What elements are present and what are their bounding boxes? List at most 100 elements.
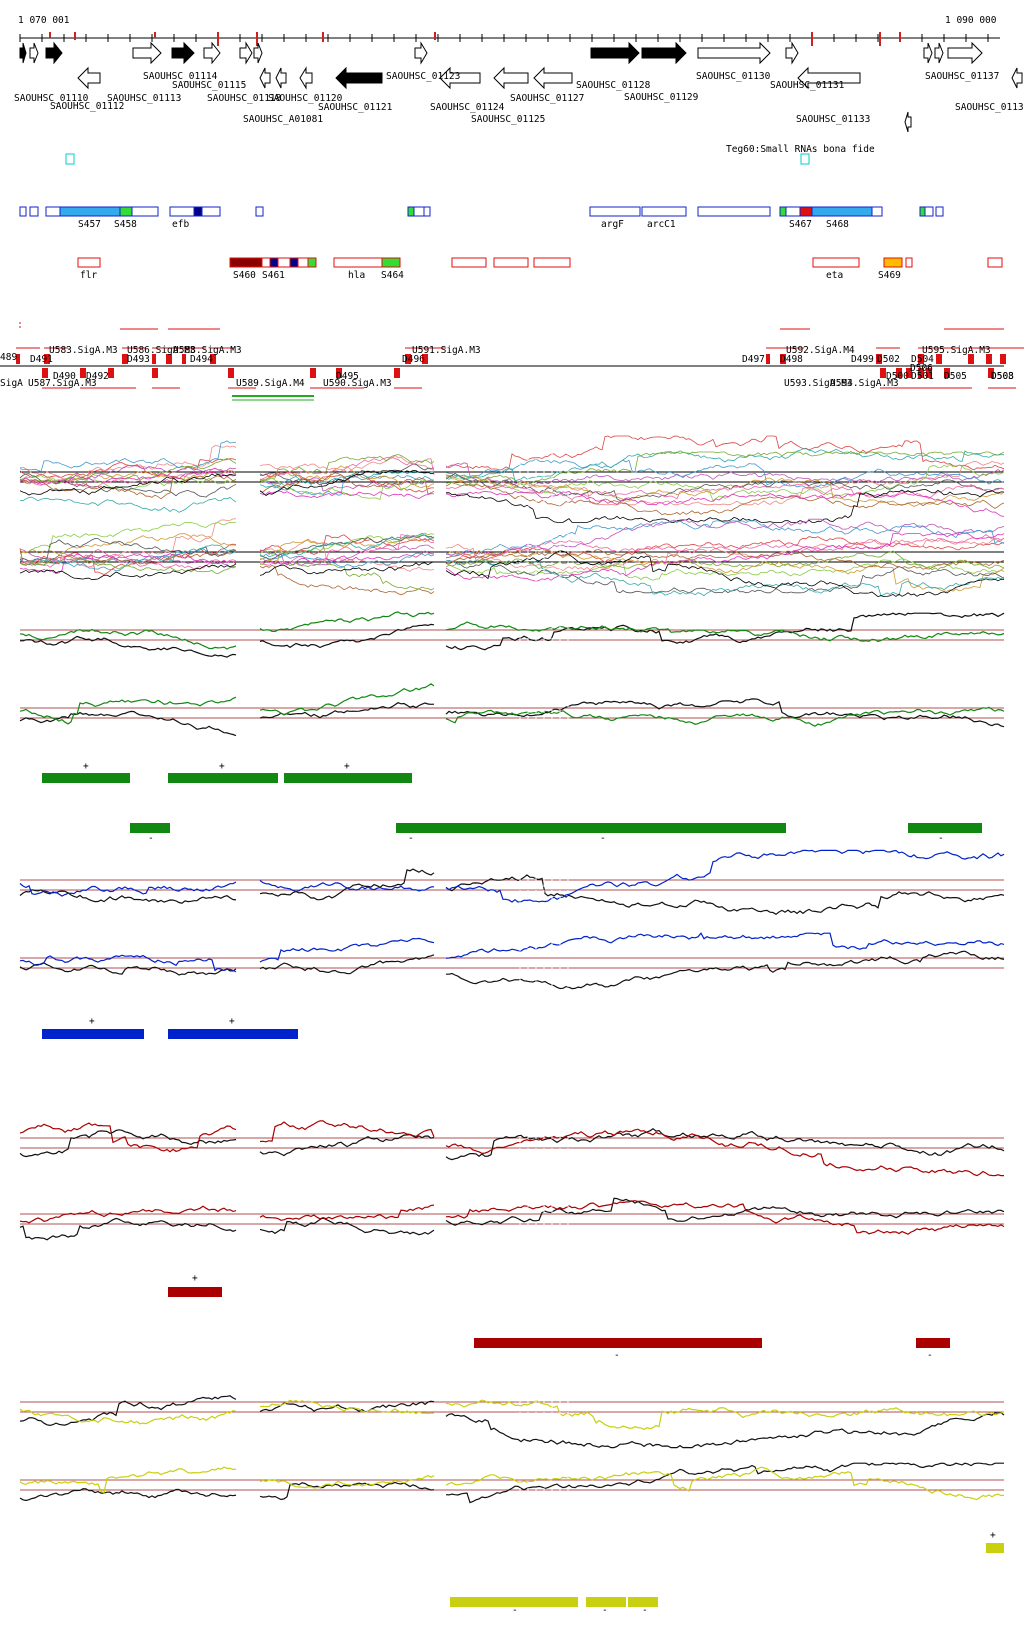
rna-label[interactable]: S457 [78,219,101,230]
gene-arrow[interactable] [947,41,983,65]
promoter-label[interactable]: U589.SigA.M4 [236,378,305,389]
gene-arrow[interactable] [641,41,687,65]
promoter-label[interactable]: U591.SigA.M3 [412,345,481,356]
gene-label[interactable]: SAOUHSC_01118 [207,93,282,104]
promoter-label[interactable]: D500 [886,371,909,382]
segment-bar[interactable] [908,823,982,833]
rna-feature[interactable] [119,206,133,217]
gene-label[interactable]: SAOUHSC_01120 [268,93,343,104]
rna-feature[interactable] [307,257,317,268]
promoter-label[interactable]: U588.SigA.M3 [173,345,242,356]
rna-label[interactable]: S468 [826,219,849,230]
segment-bar[interactable] [916,1338,950,1348]
rna-label[interactable]: S469 [878,270,901,281]
gene-label[interactable]: SAOUHSC_01121 [318,102,393,113]
gene-arrow[interactable] [439,66,481,90]
segment-bar[interactable] [986,1543,1004,1553]
gene-label[interactable]: SAOUHSC_01127 [510,93,584,104]
rna-feature[interactable] [811,206,873,217]
gene-label[interactable]: SAOUHSC_01115 [172,80,246,91]
rna-feature[interactable] [19,206,27,217]
promoter-label[interactable]: D497 [742,354,765,365]
terminator-mark[interactable] [906,368,912,378]
gene-arrow[interactable] [785,41,799,65]
promoter-label[interactable]: D502 [877,354,900,365]
rna-feature[interactable] [919,206,926,217]
terminator-mark[interactable] [896,368,902,378]
promoter-mark[interactable] [152,354,156,364]
promoter-mark[interactable] [766,354,770,364]
rna-feature[interactable] [45,206,61,217]
promoter-label[interactable]: D503 [991,371,1014,382]
segment-bar[interactable] [168,773,278,783]
gene-arrow[interactable] [253,42,263,64]
gene-arrow[interactable] [335,66,383,90]
promoter-label[interactable]: D499 [851,354,874,365]
gene-arrow[interactable] [904,111,912,133]
promoter-label[interactable]: U590.SigA.M3 [323,378,392,389]
promoter-mark[interactable] [876,354,882,364]
promoter-label[interactable]: D494 [190,354,213,365]
rna-feature[interactable] [413,206,425,217]
promoter-mark[interactable] [1000,354,1006,364]
rna-feature[interactable] [131,206,159,217]
rna-feature[interactable] [641,206,687,217]
segment-bar[interactable] [450,1597,578,1607]
gene-label[interactable]: SAOUHSC_A01081 [243,114,323,125]
promoter-label[interactable]: U594.SigA.M3 [830,378,899,389]
segment-bar[interactable] [586,1597,626,1607]
rna-feature[interactable] [493,257,529,268]
promoter-mark[interactable] [780,354,786,364]
gene-label[interactable]: SAOUHSC_01114 [143,71,218,82]
terminator-mark[interactable] [336,368,342,378]
gene-arrow[interactable] [590,41,640,65]
promoter-mark[interactable] [166,354,172,364]
rna-feature[interactable] [924,206,934,217]
promoter-label[interactable]: U593.SigA.M3 [784,378,853,389]
rna-label[interactable]: eta [826,270,843,281]
rna-feature[interactable] [905,257,913,268]
gene-label[interactable]: SAOUHSC_01130 [696,71,771,82]
gene-arrow[interactable] [171,41,195,65]
rna-label[interactable]: S458 [114,219,137,230]
promoter-label[interactable]: D495 [336,371,359,382]
rna-feature[interactable] [871,206,883,217]
gene-label[interactable]: SAOUHSC_01131 [770,80,845,91]
gene-label[interactable]: SAOUHSC_01137 [925,71,999,82]
segment-bar[interactable] [42,1029,144,1039]
gene-arrow[interactable] [259,67,271,89]
promoter-label[interactable]: D505 [944,371,967,382]
gene-label[interactable]: SAOUHSC_01123 [386,71,460,82]
gene-label[interactable]: SAOUHSC_01112 [50,101,124,112]
promoter-label[interactable]: SigA [0,378,23,389]
gene-label[interactable]: SAOUHSC_01129 [624,92,699,103]
promoter-mark[interactable] [968,354,974,364]
promoter-label[interactable]: U595.SigA.M3 [922,345,991,356]
promoter-mark[interactable] [210,354,216,364]
terminator-mark[interactable] [944,368,950,378]
segment-bar[interactable] [284,773,412,783]
rna-label[interactable]: argF [601,219,624,230]
gene-arrow[interactable] [203,41,221,65]
rna-feature[interactable] [785,206,801,217]
promoter-label[interactable]: U592.SigA.M4 [786,345,855,356]
segment-bar[interactable] [396,823,786,833]
rna-feature[interactable] [289,257,299,268]
gene-arrow[interactable] [299,66,313,90]
rna-label[interactable]: arcC1 [647,219,676,230]
rna-feature[interactable] [812,257,860,268]
gene-label[interactable]: SAOUHSC_01128 [576,80,651,91]
rna-feature[interactable] [229,257,263,268]
promoter-label[interactable]: D491 [30,354,53,365]
gene-arrow[interactable] [29,42,39,64]
promoter-label[interactable]: D498 [780,354,803,365]
segment-bar[interactable] [168,1029,298,1039]
gene-arrow[interactable] [934,42,944,64]
gene-arrow[interactable] [797,66,861,90]
rna-label[interactable]: S461 [262,270,285,281]
rna-feature[interactable] [987,257,1003,268]
rna-feature[interactable] [77,257,101,268]
promoter-mark[interactable] [405,354,411,364]
rna-feature[interactable] [261,257,271,268]
promoter-mark[interactable] [16,354,20,364]
